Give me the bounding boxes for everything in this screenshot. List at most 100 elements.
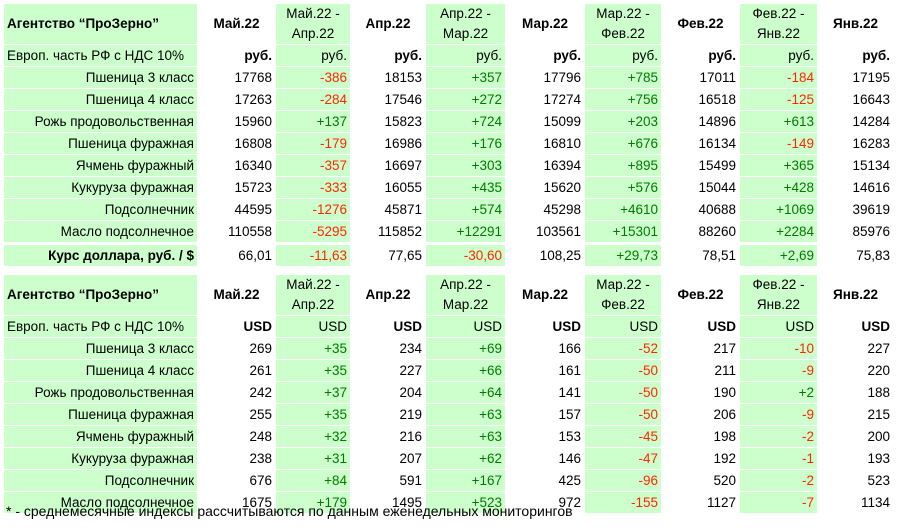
price-change-cell: -125 (740, 89, 818, 111)
price-cell: 115852 (351, 221, 426, 243)
price-cell: 15099 (506, 111, 585, 133)
commodity-name: Пшеница фуражная (4, 133, 198, 155)
rate-value: 75,83 (818, 245, 894, 267)
commodity-name: Масло подсолнечное (4, 492, 198, 514)
price-change-cell: -96 (585, 470, 662, 492)
price-cell: 15620 (506, 177, 585, 199)
price-change-cell: +357 (426, 67, 506, 89)
price-cell: 204 (351, 382, 426, 404)
price-cell: 146 (506, 448, 585, 470)
price-cell: 14896 (662, 111, 740, 133)
price-cell: 17274 (506, 89, 585, 111)
price-cell: 16134 (662, 133, 740, 155)
price-cell: 16810 (506, 133, 585, 155)
price-change-cell: +64 (426, 382, 506, 404)
commodity-name: Рожь продовольственная (4, 382, 198, 404)
price-change-cell: +428 (740, 177, 818, 199)
diff-column-header: Май.22 - Апр.22 (276, 275, 351, 316)
price-cell: 188 (818, 382, 894, 404)
price-cell: 16697 (351, 155, 426, 177)
price-change-cell: +4610 (585, 199, 662, 221)
commodity-name: Пшеница 4 класс (4, 360, 198, 382)
price-cell: 190 (662, 382, 740, 404)
price-cell: 520 (662, 470, 740, 492)
table-row: Пшеница 3 класс 269 +35 234 +69 166 -52 217 -10 2… (4, 338, 894, 360)
price-cell: 261 (198, 360, 276, 382)
table-row: Пшеница 4 класс 17263 -284 17546 +272 17274 +7… (4, 89, 894, 111)
price-change-cell: +15301 (585, 221, 662, 243)
price-cell: 153 (506, 426, 585, 448)
price-change-cell: +84 (276, 470, 351, 492)
unit-cell: USD (351, 316, 426, 338)
table-row: Масло подсолнечное 110558 -5295 115852 +1229… (4, 221, 894, 243)
table-row: Масло подсолнечное 1675 +179 1495 +523 972 -15… (4, 492, 894, 514)
price-cell: 141 (506, 382, 585, 404)
rate-diff: +29,73 (585, 245, 662, 267)
price-change-cell: -50 (585, 404, 662, 426)
price-cell: 18153 (351, 67, 426, 89)
month-column-header: Май.22 (198, 275, 276, 316)
price-change-cell: +272 (426, 89, 506, 111)
price-cell: 15823 (351, 111, 426, 133)
price-change-cell: -149 (740, 133, 818, 155)
month-column-header: Фев.22 (662, 275, 740, 316)
table-row: Подсолнечник 44595 -1276 45871 +574 45298 +461… (4, 199, 894, 221)
table-row: Кукуруза фуражная 238 +31 207 +62 146 -47 192 -1… (4, 448, 894, 470)
price-change-cell: +167 (426, 470, 506, 492)
unit-cell: USD (198, 316, 276, 338)
price-cell: 17768 (198, 67, 276, 89)
commodity-name: Пшеница 4 класс (4, 89, 198, 111)
price-cell: 227 (351, 360, 426, 382)
month-column-header: Янв.22 (818, 275, 894, 316)
units-row: Европ. часть РФ с НДС 10% руб. руб. руб. руб… (4, 45, 894, 67)
price-cell: 103561 (506, 221, 585, 243)
dollar-rate-label: Курс доллара, руб. / $ (4, 245, 198, 267)
price-cell: 215 (818, 404, 894, 426)
month-column-header: Апр.22 (351, 4, 426, 45)
price-cell: 1134 (818, 492, 894, 514)
price-cell: 17263 (198, 89, 276, 111)
price-cell: 248 (198, 426, 276, 448)
diff-column-header: Мар.22 - Фев.22 (585, 4, 662, 45)
price-change-cell: -50 (585, 360, 662, 382)
table-row: Рожь продовольственная 242 +37 204 +64 141 -50… (4, 382, 894, 404)
diff-column-header: Апр.22 - Мар.22 (426, 275, 506, 316)
price-cell: 523 (818, 470, 894, 492)
price-change-cell: +1069 (740, 199, 818, 221)
month-column-header: Май.22 (198, 4, 276, 45)
rate-diff: -30,60 (426, 245, 506, 267)
price-cell: 15499 (662, 155, 740, 177)
price-change-cell: -179 (276, 133, 351, 155)
price-change-cell: -52 (585, 338, 662, 360)
commodity-name: Рожь продовольственная (4, 111, 198, 133)
unit-cell: руб. (506, 45, 585, 67)
price-cell: 110558 (198, 221, 276, 243)
table-title: Агентство “ПроЗерно” (4, 275, 198, 316)
price-change-cell: +613 (740, 111, 818, 133)
price-change-cell: +574 (426, 199, 506, 221)
price-cell: 238 (198, 448, 276, 470)
price-cell: 16340 (198, 155, 276, 177)
header-row: Агентство “ПроЗерно” Май.22 Май.22 - Апр.2… (4, 4, 894, 45)
table-subtitle: Европ. часть РФ с НДС 10% (4, 45, 198, 67)
price-cell: 17546 (351, 89, 426, 111)
price-change-cell: -45 (585, 426, 662, 448)
price-cell: 44595 (198, 199, 276, 221)
price-cell: 88260 (662, 221, 740, 243)
rate-diff: -11,63 (276, 245, 351, 267)
price-cell: 217 (662, 338, 740, 360)
commodity-name: Пшеница 3 класс (4, 67, 198, 89)
price-change-cell: -9 (740, 360, 818, 382)
footnote: * - среднемесячные индексы рассчитываютс… (6, 503, 573, 519)
usd-table-body: Агентство “ПроЗерно” Май.22 Май.22 - Апр.2… (4, 275, 894, 514)
price-cell: 14616 (818, 177, 894, 199)
diff-column-header: Мар.22 - Фев.22 (585, 275, 662, 316)
dollar-rate-table: Курс доллара, руб. / $ 66,01 -11,63 77,6… (4, 245, 894, 267)
price-change-cell: -1 (740, 448, 818, 470)
price-cell: 17011 (662, 67, 740, 89)
unit-cell: USD (585, 316, 662, 338)
price-cell: 39619 (818, 199, 894, 221)
price-cell: 16055 (351, 177, 426, 199)
price-change-cell: +435 (426, 177, 506, 199)
units-row: Европ. часть РФ с НДС 10% USD USD USD USD USD… (4, 316, 894, 338)
